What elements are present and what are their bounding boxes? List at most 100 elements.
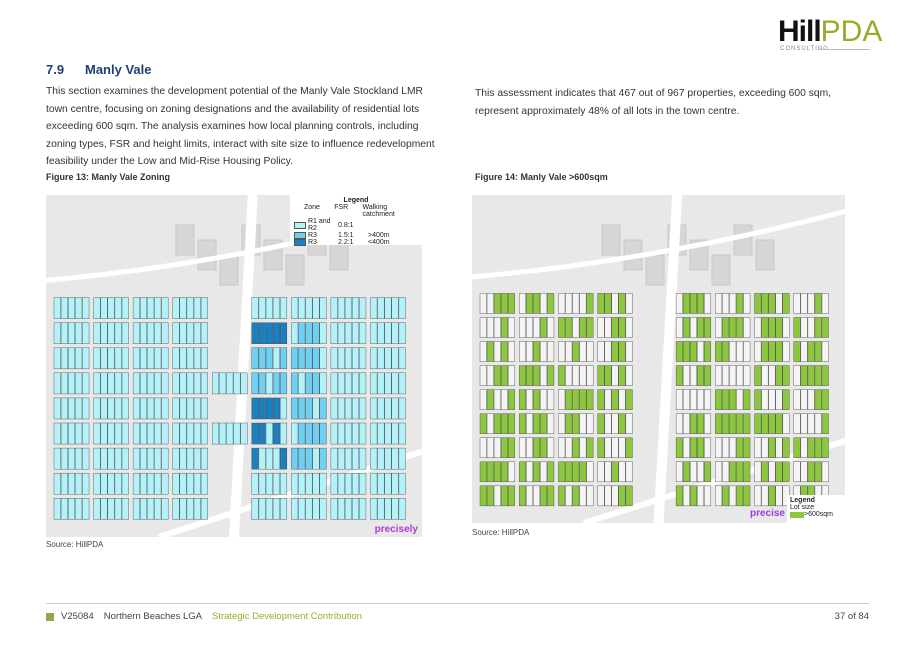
land-parcel [280,397,288,420]
land-parcel [675,437,683,458]
building [601,224,621,256]
land-parcel [743,485,751,507]
land-parcel [500,341,508,362]
land-parcel [572,437,580,458]
page-number: 37 of 84 [834,611,869,622]
land-parcel [547,461,555,483]
land-parcel [807,317,815,338]
land-parcel [565,389,573,410]
land-parcel [330,422,338,445]
land-parcel [715,317,723,338]
land-parcel [140,397,148,420]
land-parcel [729,389,737,410]
legend-row: R3 2.2:1 <400m [294,239,418,246]
land-parcel [186,322,194,344]
land-parcel [384,322,392,344]
intro-paragraph: This section examines the development po… [46,86,435,167]
land-parcel [305,297,313,319]
land-parcel [291,322,299,344]
land-parcel [540,389,548,410]
land-parcel [586,341,594,362]
land-parcel [533,413,541,434]
land-parcel [265,447,273,470]
land-parcel [179,297,187,319]
land-parcel [486,365,494,386]
land-parcel [370,447,378,470]
footer-bullet-icon [46,612,54,621]
land-parcel [344,322,352,344]
land-parcel [704,293,712,314]
land-parcel [579,413,587,434]
land-parcel [330,297,338,319]
land-parcel [68,422,76,445]
land-parcel [172,297,180,319]
land-parcel [291,422,299,445]
land-parcel [618,317,626,338]
land-parcel [736,341,744,362]
land-parcel [743,317,751,338]
land-parcel [793,413,801,434]
land-parcel [377,397,385,420]
land-parcel [736,293,744,314]
land-parcel [821,317,829,338]
legend-swatch [294,239,306,246]
legend-zone: R3 [308,239,317,246]
land-parcel [519,461,526,483]
land-parcel [132,372,140,395]
land-parcel [526,461,534,483]
land-parcel [604,365,612,386]
land-parcel [586,437,594,458]
land-parcel [147,498,155,520]
land-parcel [540,461,548,483]
land-parcel [140,372,148,395]
land-parcel [572,341,580,362]
land-parcel [107,297,115,319]
land-parcel [729,317,737,338]
land-parcel [312,297,320,319]
land-parcel [312,498,320,520]
land-parcel [319,297,327,319]
land-parcel [319,397,327,420]
land-parcel [391,397,399,420]
land-parcel [298,498,306,520]
land-parcel [821,413,829,434]
land-parcel [384,347,392,370]
land-parcel [337,297,345,319]
land-parcel [604,293,612,314]
land-parcel [761,485,769,507]
land-parcel [265,397,273,420]
lot-size-map: Legend Lot size >600sqm precise [472,195,845,523]
land-parcel [586,413,594,434]
land-parcel [519,437,526,458]
land-parcel [579,317,587,338]
land-parcel [330,397,338,420]
land-parcel [493,413,501,434]
logo-subtitle: CONSULTING [780,46,829,52]
land-parcel [291,397,299,420]
land-parcel [384,397,392,420]
land-parcel [200,372,208,395]
land-parcel [519,413,526,434]
land-parcel [305,347,313,370]
land-parcel [519,389,526,410]
land-parcel [597,413,605,434]
land-parcel [179,498,187,520]
land-parcel [147,372,155,395]
land-parcel [53,372,61,395]
land-parcel [114,498,122,520]
footer: V25084 Northern Beaches LGA Strategic De… [46,611,362,622]
legend-fsr: 1.5:1 [338,232,354,239]
land-parcel [500,293,508,314]
land-parcel [793,437,801,458]
land-parcel [265,372,273,395]
land-parcel [597,341,605,362]
land-parcel [53,397,61,420]
land-parcel [132,498,140,520]
land-parcel [82,397,90,420]
land-parcel [359,347,367,370]
land-parcel [736,461,744,483]
land-parcel [586,485,594,507]
land-parcel [782,389,790,410]
land-parcel [547,413,555,434]
land-parcel [251,322,259,344]
